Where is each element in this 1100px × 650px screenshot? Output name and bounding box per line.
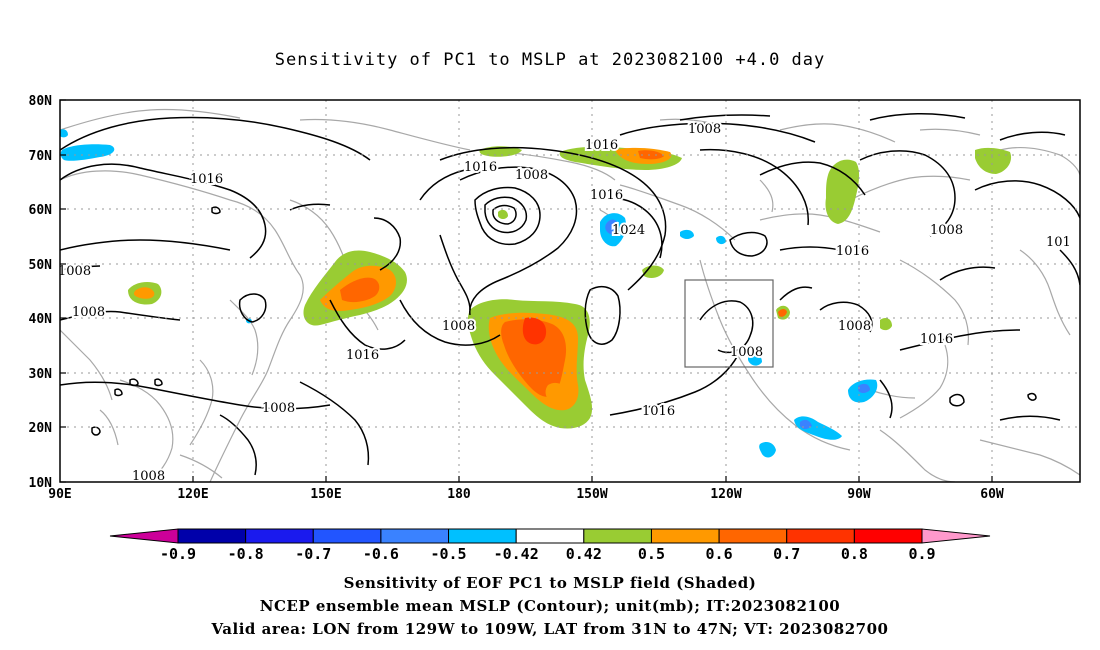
contour-label: 1016 [346, 348, 379, 363]
positive-region-central-pacific-core [522, 317, 547, 345]
contour-label: 1016 [464, 160, 497, 175]
colorbar-label: 0.5 [638, 545, 665, 563]
colorbar-swatch [177, 528, 247, 544]
contour-label: 1016 [642, 404, 675, 419]
colorbar-label: -0.7 [295, 545, 331, 563]
coastlines [60, 108, 1080, 482]
colorbar-swatch [245, 528, 314, 544]
lon-label: 180 [447, 487, 471, 502]
colorbar-labels: -0.9 -0.8 -0.7 -0.6 -0.5 -0.42 0.42 0.5 0.6 0.7 0.… [160, 545, 936, 563]
contour-label: 101 [1046, 235, 1071, 250]
lon-label: 90E [48, 487, 71, 502]
lon-label: 90W [847, 487, 871, 502]
contour-label: 1008 [262, 401, 295, 416]
colorbar-label: -0.6 [363, 545, 399, 563]
contour-label: 1016 [920, 332, 953, 347]
lat-label: 40N [29, 312, 53, 327]
lat-label: 80N [29, 94, 53, 109]
colorbar-swatch [853, 528, 923, 544]
lon-label: 150E [310, 487, 341, 502]
colorbar-label: 0.8 [841, 545, 868, 563]
colorbar-label: -0.8 [228, 545, 264, 563]
colorbar-low-triangle [109, 528, 179, 544]
lat-label: 50N [29, 258, 53, 273]
contour-label: 1008 [688, 122, 721, 137]
lon-label: 120W [710, 487, 741, 502]
colorbar-swatch [650, 528, 720, 544]
colorbar-label: 0.6 [706, 545, 733, 563]
colorbar-label: -0.5 [430, 545, 466, 563]
colorbar-swatch [786, 528, 855, 544]
contour-label: 1016 [590, 188, 623, 203]
contour-label: 1016 [585, 138, 618, 153]
caption-line-3: Valid area: LON from 129W to 109W, LAT f… [211, 620, 889, 638]
lon-label: 120E [177, 487, 208, 502]
negative-region-arctic [60, 144, 115, 161]
colorbar-label: 0.9 [908, 545, 935, 563]
contour-label: 1008 [930, 223, 963, 238]
map-title: Sensitivity of PC1 to MSLP at 2023082100… [274, 50, 826, 70]
colorbar-label: -0.42 [494, 545, 539, 563]
colorbar [109, 528, 991, 544]
valid-area-box [684, 279, 774, 368]
mslp-contours [60, 113, 1080, 476]
axis-ticks [60, 99, 993, 483]
graticule [60, 100, 1080, 482]
lat-label: 10N [29, 476, 53, 491]
colorbar-label: -0.9 [160, 545, 196, 563]
contour-label: 1016 [190, 172, 223, 187]
caption-line-1: Sensitivity of EOF PC1 to MSLP field (Sh… [343, 574, 757, 592]
map-frame [59, 99, 1081, 483]
contour-label: 1008 [730, 345, 763, 360]
positive-region-canada [825, 159, 860, 224]
lat-label: 70N [29, 149, 53, 164]
contour-label: 1008 [72, 305, 105, 320]
lon-labels: 90E 120E 150E 180 150W 120W 90W 60W [48, 487, 1004, 502]
contour-label: 1024 [612, 223, 645, 238]
contour-label: 1008 [838, 319, 871, 334]
colorbar-swatch [312, 528, 382, 544]
colorbar-swatch [515, 528, 585, 544]
colorbar-swatch [718, 528, 788, 544]
lat-labels: 80N 70N 60N 50N 40N 30N 20N 10N [29, 94, 53, 491]
colorbar-swatch [448, 528, 517, 544]
colorbar-swatch [583, 528, 652, 544]
lat-label: 20N [29, 421, 53, 436]
colorbar-high-triangle [921, 528, 991, 544]
contour-labels: 1008 1016 1008 1016 1016 1008 1016 1024 … [58, 120, 1073, 484]
lat-label: 60N [29, 203, 53, 218]
caption-line-2: NCEP ensemble mean MSLP (Contour); unit(… [259, 597, 841, 615]
contour-label: 1008 [132, 469, 165, 484]
contour-label: 1008 [515, 168, 548, 183]
lon-label: 60W [980, 487, 1004, 502]
contour-label: 1008 [58, 264, 91, 279]
colorbar-label: 0.42 [566, 545, 602, 563]
lat-label: 30N [29, 367, 53, 382]
sensitivity-shading [60, 129, 1012, 458]
positive-region-central-pacific-red [501, 319, 567, 397]
colorbar-label: 0.7 [773, 545, 800, 563]
colorbar-swatch [380, 528, 450, 544]
contour-label: 1008 [442, 319, 475, 334]
contour-label: 1016 [836, 244, 869, 259]
lon-label: 150W [576, 487, 607, 502]
